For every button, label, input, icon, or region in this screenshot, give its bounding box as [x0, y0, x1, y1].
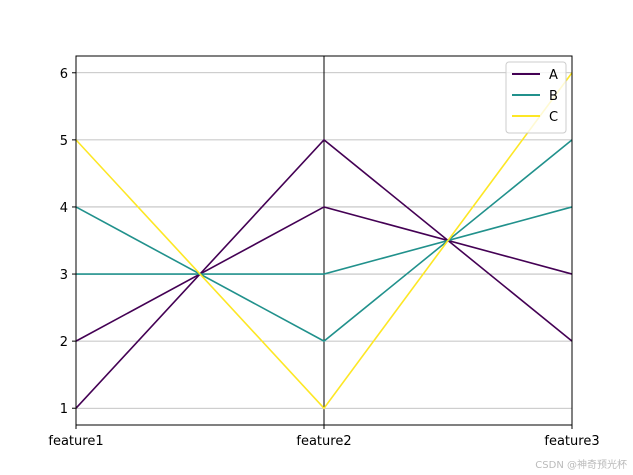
x-tick-label-feature2: feature2 — [296, 434, 351, 449]
axes — [75, 56, 573, 425]
series-A-line-2 — [75, 206, 573, 342]
legend-label-A: A — [549, 68, 558, 83]
watermark: CSDN @神奇预光杯 — [535, 460, 627, 471]
series-lines — [75, 72, 573, 410]
y-tick-label-5: 5 — [60, 134, 68, 149]
x-tick-label-feature1: feature1 — [48, 434, 103, 449]
y-tick-label-3: 3 — [60, 268, 68, 283]
y-tick-label-4: 4 — [60, 201, 68, 216]
tick-labels: 1 2 3 4 5 6 feature1 feature2 feature3 — [48, 67, 599, 449]
series-C-line-1 — [75, 72, 573, 410]
series-B-line-1 — [75, 139, 573, 343]
legend: ABC — [505, 61, 567, 134]
y-tick-label-6: 6 — [60, 67, 68, 82]
y-tick-label-2: 2 — [60, 335, 68, 350]
series-B-line-2 — [76, 206, 573, 275]
legend-label-C: C — [549, 110, 558, 125]
y-tick-label-1: 1 — [60, 402, 68, 417]
x-tick-label-feature3: feature3 — [544, 434, 599, 449]
legend-label-B: B — [549, 89, 558, 104]
series-A-line-1 — [75, 138, 573, 409]
